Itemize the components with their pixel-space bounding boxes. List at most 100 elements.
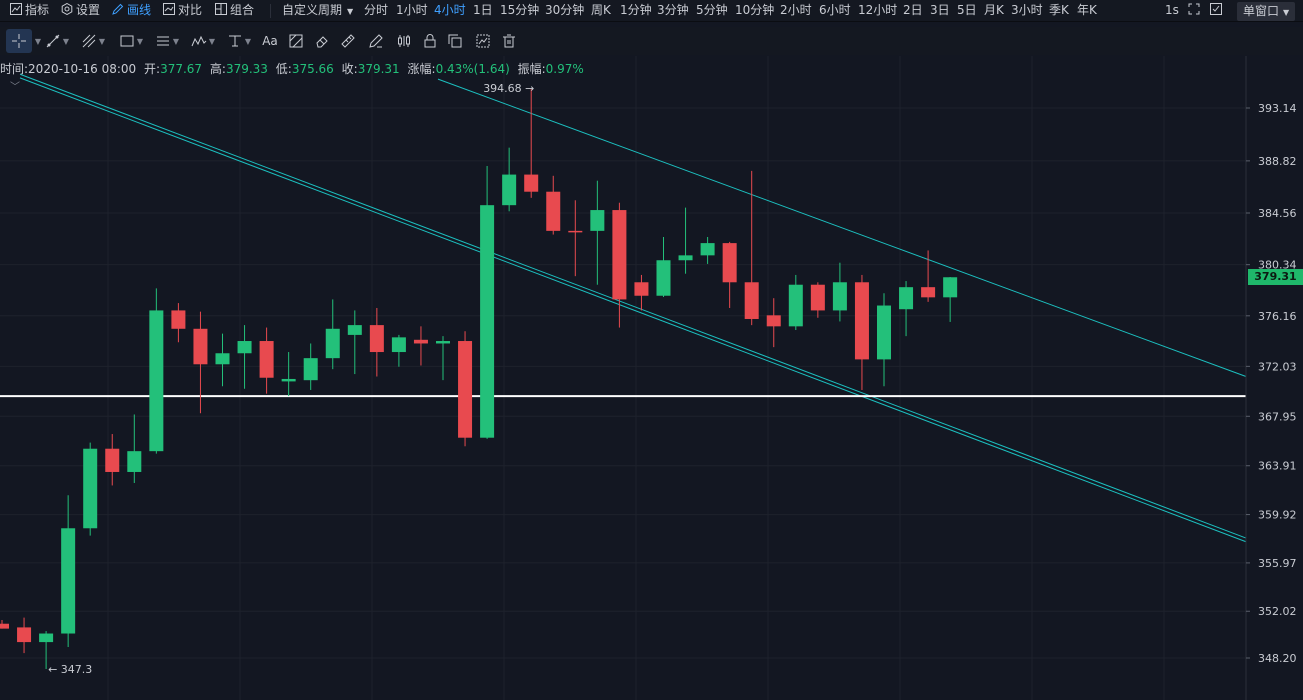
candle <box>546 175 561 235</box>
collapse-ohlc-toggle[interactable]: ﹀ <box>10 78 20 93</box>
fib-tool[interactable]: ▼ <box>78 29 108 53</box>
period-15[interactable]: 3日 <box>930 3 950 17</box>
candle <box>832 262 847 322</box>
refresh-label: 1s <box>1165 3 1179 17</box>
candle <box>325 299 340 370</box>
period-20[interactable]: 年K <box>1077 3 1097 17</box>
trend-line-icon <box>46 34 60 48</box>
candle-body <box>744 282 759 319</box>
period-11[interactable]: 2小时 <box>780 3 812 17</box>
period-16[interactable]: 5日 <box>957 3 977 17</box>
period-2[interactable]: 4小时 <box>434 3 466 17</box>
period-5[interactable]: 30分钟 <box>545 3 585 17</box>
rectangle-tool[interactable]: ▼ <box>116 29 146 53</box>
price-tick-label: 363.91 <box>1258 460 1297 473</box>
crosshair-tool[interactable] <box>6 29 32 53</box>
draw-button[interactable]: 画线 <box>112 0 151 22</box>
window-mode-dropdown[interactable]: 单窗口 ▼ <box>1237 2 1296 21</box>
candle-body <box>832 282 847 311</box>
candlestick-chart[interactable]: 393.14 388.82 384.56 380.34 376.16 372.03 367.… <box>0 56 1303 700</box>
screenshot-icon <box>1210 3 1222 15</box>
period-9[interactable]: 5分钟 <box>696 3 728 17</box>
combine-button[interactable]: 组合 <box>215 0 254 22</box>
candle <box>634 274 649 311</box>
period-6[interactable]: 周K <box>591 3 611 17</box>
custom-period-dropdown[interactable]: 自定义周期 ▼ <box>282 0 353 22</box>
candle <box>943 277 958 322</box>
price-tick-label: 393.14 <box>1258 102 1297 115</box>
candle-body <box>193 328 208 365</box>
candle-body <box>17 627 32 643</box>
period-3[interactable]: 1日 <box>473 3 493 17</box>
fullscreen-icon <box>1188 3 1200 15</box>
delete-tool[interactable] <box>498 29 520 53</box>
parallel-lines-tool[interactable]: ▼ <box>152 29 182 53</box>
low-label: 低: <box>275 62 292 76</box>
compare-button[interactable]: 对比 <box>163 0 202 22</box>
period-19[interactable]: 季K <box>1049 3 1069 17</box>
period-0[interactable]: 分时 <box>364 3 389 17</box>
lock-tool[interactable] <box>419 29 441 53</box>
visibility-icon <box>476 34 490 48</box>
candle-body <box>61 528 76 634</box>
text-tool[interactable]: Aa <box>258 29 282 53</box>
candle <box>281 352 296 397</box>
period-7[interactable]: 1分钟 <box>620 3 652 17</box>
period-14[interactable]: 2日 <box>903 3 923 17</box>
eraser-tool[interactable] <box>311 29 333 53</box>
brush-tool[interactable] <box>285 29 307 53</box>
candle-body <box>568 230 583 233</box>
candle <box>722 241 737 308</box>
screenshot-button[interactable] <box>1210 0 1222 22</box>
ruler-icon <box>341 34 355 48</box>
compare-icon <box>163 3 175 15</box>
price-tick-label: 380.34 <box>1258 259 1297 272</box>
period-10[interactable]: 10分钟 <box>735 3 775 17</box>
period-17[interactable]: 月K <box>984 3 1004 17</box>
measure-tool[interactable]: ▼ <box>224 29 254 53</box>
period-4[interactable]: 15分钟 <box>500 3 540 17</box>
candle-body <box>921 287 936 298</box>
pencil-icon <box>112 3 124 15</box>
channel-lower-line <box>19 77 1247 543</box>
settings-button[interactable]: 设置 <box>61 0 100 22</box>
copy-tool[interactable] <box>444 29 466 53</box>
candles <box>0 89 958 670</box>
candles-tool[interactable] <box>393 29 415 53</box>
indicators-button[interactable]: 指标 <box>10 0 49 22</box>
candle-body <box>105 448 120 472</box>
window-mode-label: 单窗口 <box>1243 4 1280 18</box>
candle <box>612 202 627 328</box>
crosshair-tool-dropdown[interactable]: ▼ <box>32 29 42 53</box>
candle <box>17 617 32 654</box>
candle-body <box>590 210 605 231</box>
change-label: 涨幅: <box>407 62 436 76</box>
period-18[interactable]: 3小时 <box>1011 3 1043 17</box>
period-1[interactable]: 1小时 <box>396 3 428 17</box>
drawing-toolbar: ▼ ▼ ▼ ▼ ▼ ▼ ▼ Aa <box>0 27 1303 55</box>
fullscreen-button[interactable] <box>1188 0 1200 22</box>
candle <box>921 250 936 302</box>
pen-tool[interactable] <box>365 29 387 53</box>
candle <box>568 200 583 277</box>
top-bar: 指标 设置 画线 对比 组合 自定义周期 ▼ 分时 1小时 4小时 1日 15分钟 30分钟… <box>0 0 1303 22</box>
candle-body <box>369 325 384 353</box>
candle-body <box>810 284 825 311</box>
candle <box>766 298 781 348</box>
period-8[interactable]: 3分钟 <box>657 3 689 17</box>
current-price-tag: 379.31 <box>1248 269 1303 286</box>
chevron-down-icon: ▼ <box>98 36 106 46</box>
text-icon: Aa <box>262 34 278 48</box>
period-13[interactable]: 12小时 <box>858 3 898 17</box>
ruler-tool[interactable] <box>337 29 359 53</box>
max-price-label: 394.68 → <box>483 82 534 95</box>
pattern-tool[interactable]: ▼ <box>188 29 218 53</box>
candle-body <box>899 287 914 310</box>
candles-icon <box>398 35 410 47</box>
trend-line-tool[interactable]: ▼ <box>44 29 70 53</box>
candle <box>149 288 164 454</box>
period-12[interactable]: 6小时 <box>819 3 851 17</box>
price-tick-label: 352.02 <box>1258 605 1297 618</box>
visibility-tool[interactable] <box>472 29 494 53</box>
refresh-interval[interactable]: 1s <box>1165 0 1179 22</box>
